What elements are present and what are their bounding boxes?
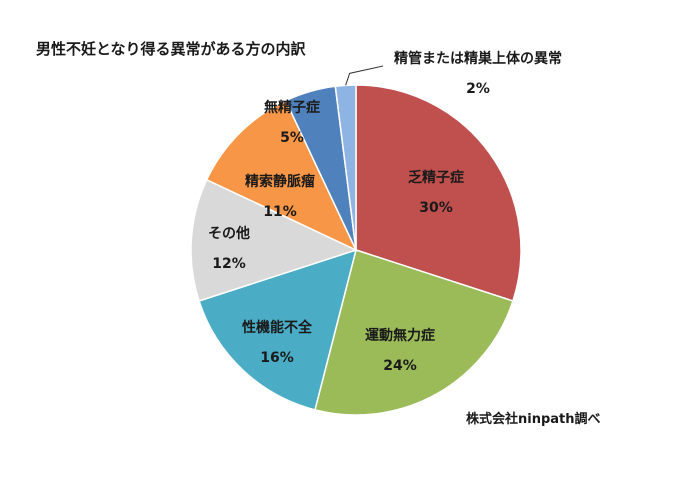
slice-value-4: 12% [212, 256, 246, 272]
pie-slice-5 [205, 99, 358, 252]
slice-label-7: 精管または精巣上体の異常 [394, 50, 562, 67]
slice-label-6: 無精子症 [264, 99, 320, 116]
source-note: 株式会社ninpath調べ [466, 412, 601, 427]
pie-slice-1 [355, 84, 522, 302]
slice-value-2: 24% [383, 358, 417, 374]
pie-slice-2 [314, 249, 514, 416]
slice-label-5: 精索静脈瘤 [245, 173, 315, 190]
chart-title: 男性不妊となり得る異常がある方の内訳 [36, 40, 306, 58]
slice-value-5: 11% [263, 204, 297, 220]
slice-label-4: その他 [208, 225, 250, 242]
slice-label-3: 性機能不全 [242, 319, 313, 336]
slice-value-3: 16% [260, 350, 294, 366]
leader-line [345, 65, 384, 86]
pie-slice-4 [190, 178, 359, 302]
slice-value-6: 5% [280, 130, 304, 146]
slice-label-2: 運動無力症 [365, 327, 435, 344]
slice-value-1: 30% [419, 200, 453, 216]
pie-slice-3 [198, 248, 358, 411]
slice-label-1: 乏精子症 [408, 169, 464, 186]
slice-value-7: 2% [466, 81, 490, 97]
pie-slice-7 [334, 84, 357, 251]
